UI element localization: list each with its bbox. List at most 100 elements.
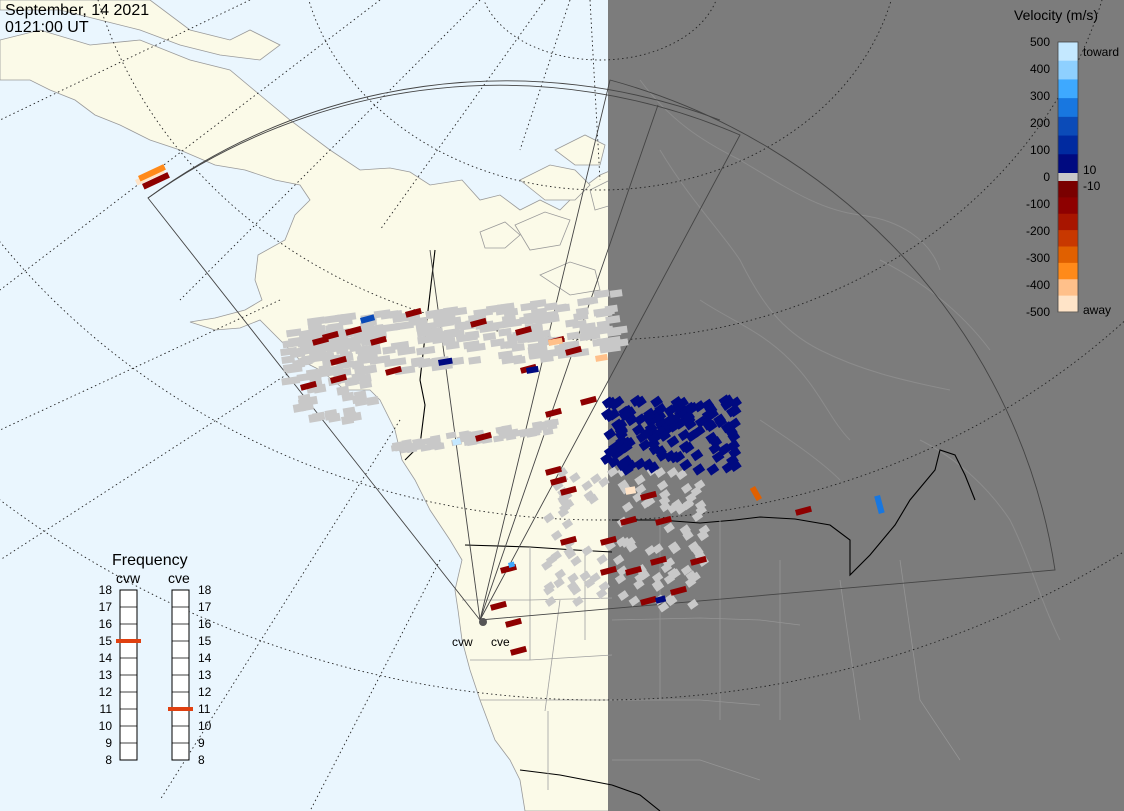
backscatter-cell	[694, 499, 707, 511]
backscatter-cell	[705, 431, 719, 444]
frequency-tick-label: 15	[198, 634, 212, 648]
backscatter-cell	[344, 376, 358, 387]
velocity-tick-label: 300	[1030, 89, 1050, 103]
backscatter-cell	[615, 425, 628, 438]
backscatter-cell	[650, 395, 664, 408]
backscatter-cell	[682, 499, 694, 511]
backscatter-cell	[383, 357, 407, 368]
backscatter-cell	[357, 354, 371, 365]
backscatter-cell	[717, 443, 731, 456]
velocity-color-band	[1058, 197, 1078, 215]
backscatter-cell	[642, 410, 656, 423]
backscatter-cell	[628, 595, 640, 607]
velocity-color-band	[1058, 154, 1078, 174]
backscatter-cell	[544, 407, 563, 418]
frequency-tick-label: 8	[105, 753, 112, 767]
backscatter-cell	[625, 541, 638, 553]
backscatter-cell	[414, 440, 426, 448]
backscatter-cell	[616, 565, 629, 577]
velocity-tick-label: -500	[1026, 305, 1050, 319]
backscatter-cell	[643, 496, 656, 508]
velocity-color-band	[1058, 135, 1078, 155]
backscatter-cell	[692, 546, 704, 558]
velocity-tick-label: -400	[1026, 278, 1050, 292]
land-island-1	[519, 164, 591, 201]
frequency-radar-right: cve	[168, 570, 190, 586]
backscatter-cell	[542, 427, 554, 436]
fov-cve	[479, 79, 1056, 621]
backscatter-cell	[728, 446, 742, 459]
backscatter-cell	[632, 491, 644, 503]
backscatter-cell	[616, 458, 630, 472]
velocity-color-band	[1058, 246, 1078, 264]
backscatter-cell	[874, 494, 885, 514]
velocity-tick-label: 500	[1030, 35, 1050, 49]
backscatter-cell	[397, 346, 416, 356]
backscatter-cell	[565, 345, 583, 356]
backscatter-cell	[434, 330, 452, 340]
backscatter-cells	[135, 164, 885, 656]
backscatter-cell	[550, 529, 563, 541]
backscatter-cell	[543, 302, 559, 311]
backscatter-cell	[648, 443, 662, 456]
backscatter-cell	[679, 524, 691, 536]
backscatter-cell	[505, 617, 523, 628]
backscatter-cell	[580, 322, 596, 332]
backscatter-cell	[545, 465, 563, 476]
backscatter-cell	[299, 329, 314, 340]
backscatter-cell	[614, 573, 627, 585]
backscatter-cell	[470, 317, 488, 328]
backscatter-cell	[519, 315, 533, 325]
backscatter-cell	[437, 357, 453, 366]
backscatter-cell	[676, 396, 689, 410]
backscatter-cell	[604, 304, 619, 314]
backscatter-cell	[604, 540, 616, 552]
toward-label: toward	[1083, 45, 1119, 59]
backscatter-cell	[528, 349, 549, 359]
backscatter-cell	[681, 441, 695, 454]
backscatter-cell	[560, 485, 578, 496]
backscatter-cell	[445, 431, 457, 440]
backscatter-cell	[370, 335, 388, 346]
frequency-tick-label: 18	[99, 583, 113, 597]
frequency-tick-label: 18	[198, 583, 212, 597]
land-western-canada	[0, 29, 613, 811]
backscatter-cell	[570, 555, 582, 567]
backscatter-cell	[492, 434, 504, 443]
backscatter-cell	[410, 357, 431, 368]
backscatter-cell	[322, 330, 340, 341]
backscatter-cell	[142, 172, 170, 190]
backscatter-cell	[667, 567, 679, 579]
backscatter-cell	[634, 474, 646, 486]
frequency-bars: 18 17 16 15 14 13 12 11 10 9 8 18 17 16 15 14 13 12 11 10 9 8	[99, 583, 212, 767]
velocity-color-band	[1058, 42, 1078, 62]
backscatter-cell	[640, 595, 658, 606]
velocity-color-band	[1058, 213, 1078, 231]
backscatter-cell	[599, 342, 615, 352]
backscatter-cell	[513, 429, 525, 437]
radar-label-cvw: cvw	[452, 635, 473, 649]
backscatter-cell	[683, 401, 697, 415]
backscatter-cell	[706, 463, 720, 476]
header: September, 14 2021 0121:00 UT	[5, 2, 149, 36]
backscatter-cell	[572, 596, 584, 607]
backscatter-cell	[401, 439, 413, 447]
backscatter-cell	[689, 555, 708, 566]
backscatter-cell	[603, 428, 617, 441]
backscatter-cell	[567, 580, 579, 592]
frequency-indicator-left	[116, 639, 141, 643]
velocity-title: Velocity (m/s)	[1014, 7, 1098, 23]
backscatter-cell	[598, 476, 610, 488]
backscatter-cell	[501, 318, 522, 329]
backscatter-cell	[644, 544, 657, 556]
velocity-color-band	[1058, 295, 1078, 313]
backscatter-cell	[612, 554, 625, 566]
backscatter-cell	[319, 351, 333, 361]
backscatter-cell	[667, 502, 679, 514]
backscatter-cell	[713, 413, 726, 426]
velocity-tick-label: -200	[1026, 224, 1050, 238]
backscatter-cell	[581, 480, 593, 492]
backscatter-cell	[686, 429, 699, 442]
